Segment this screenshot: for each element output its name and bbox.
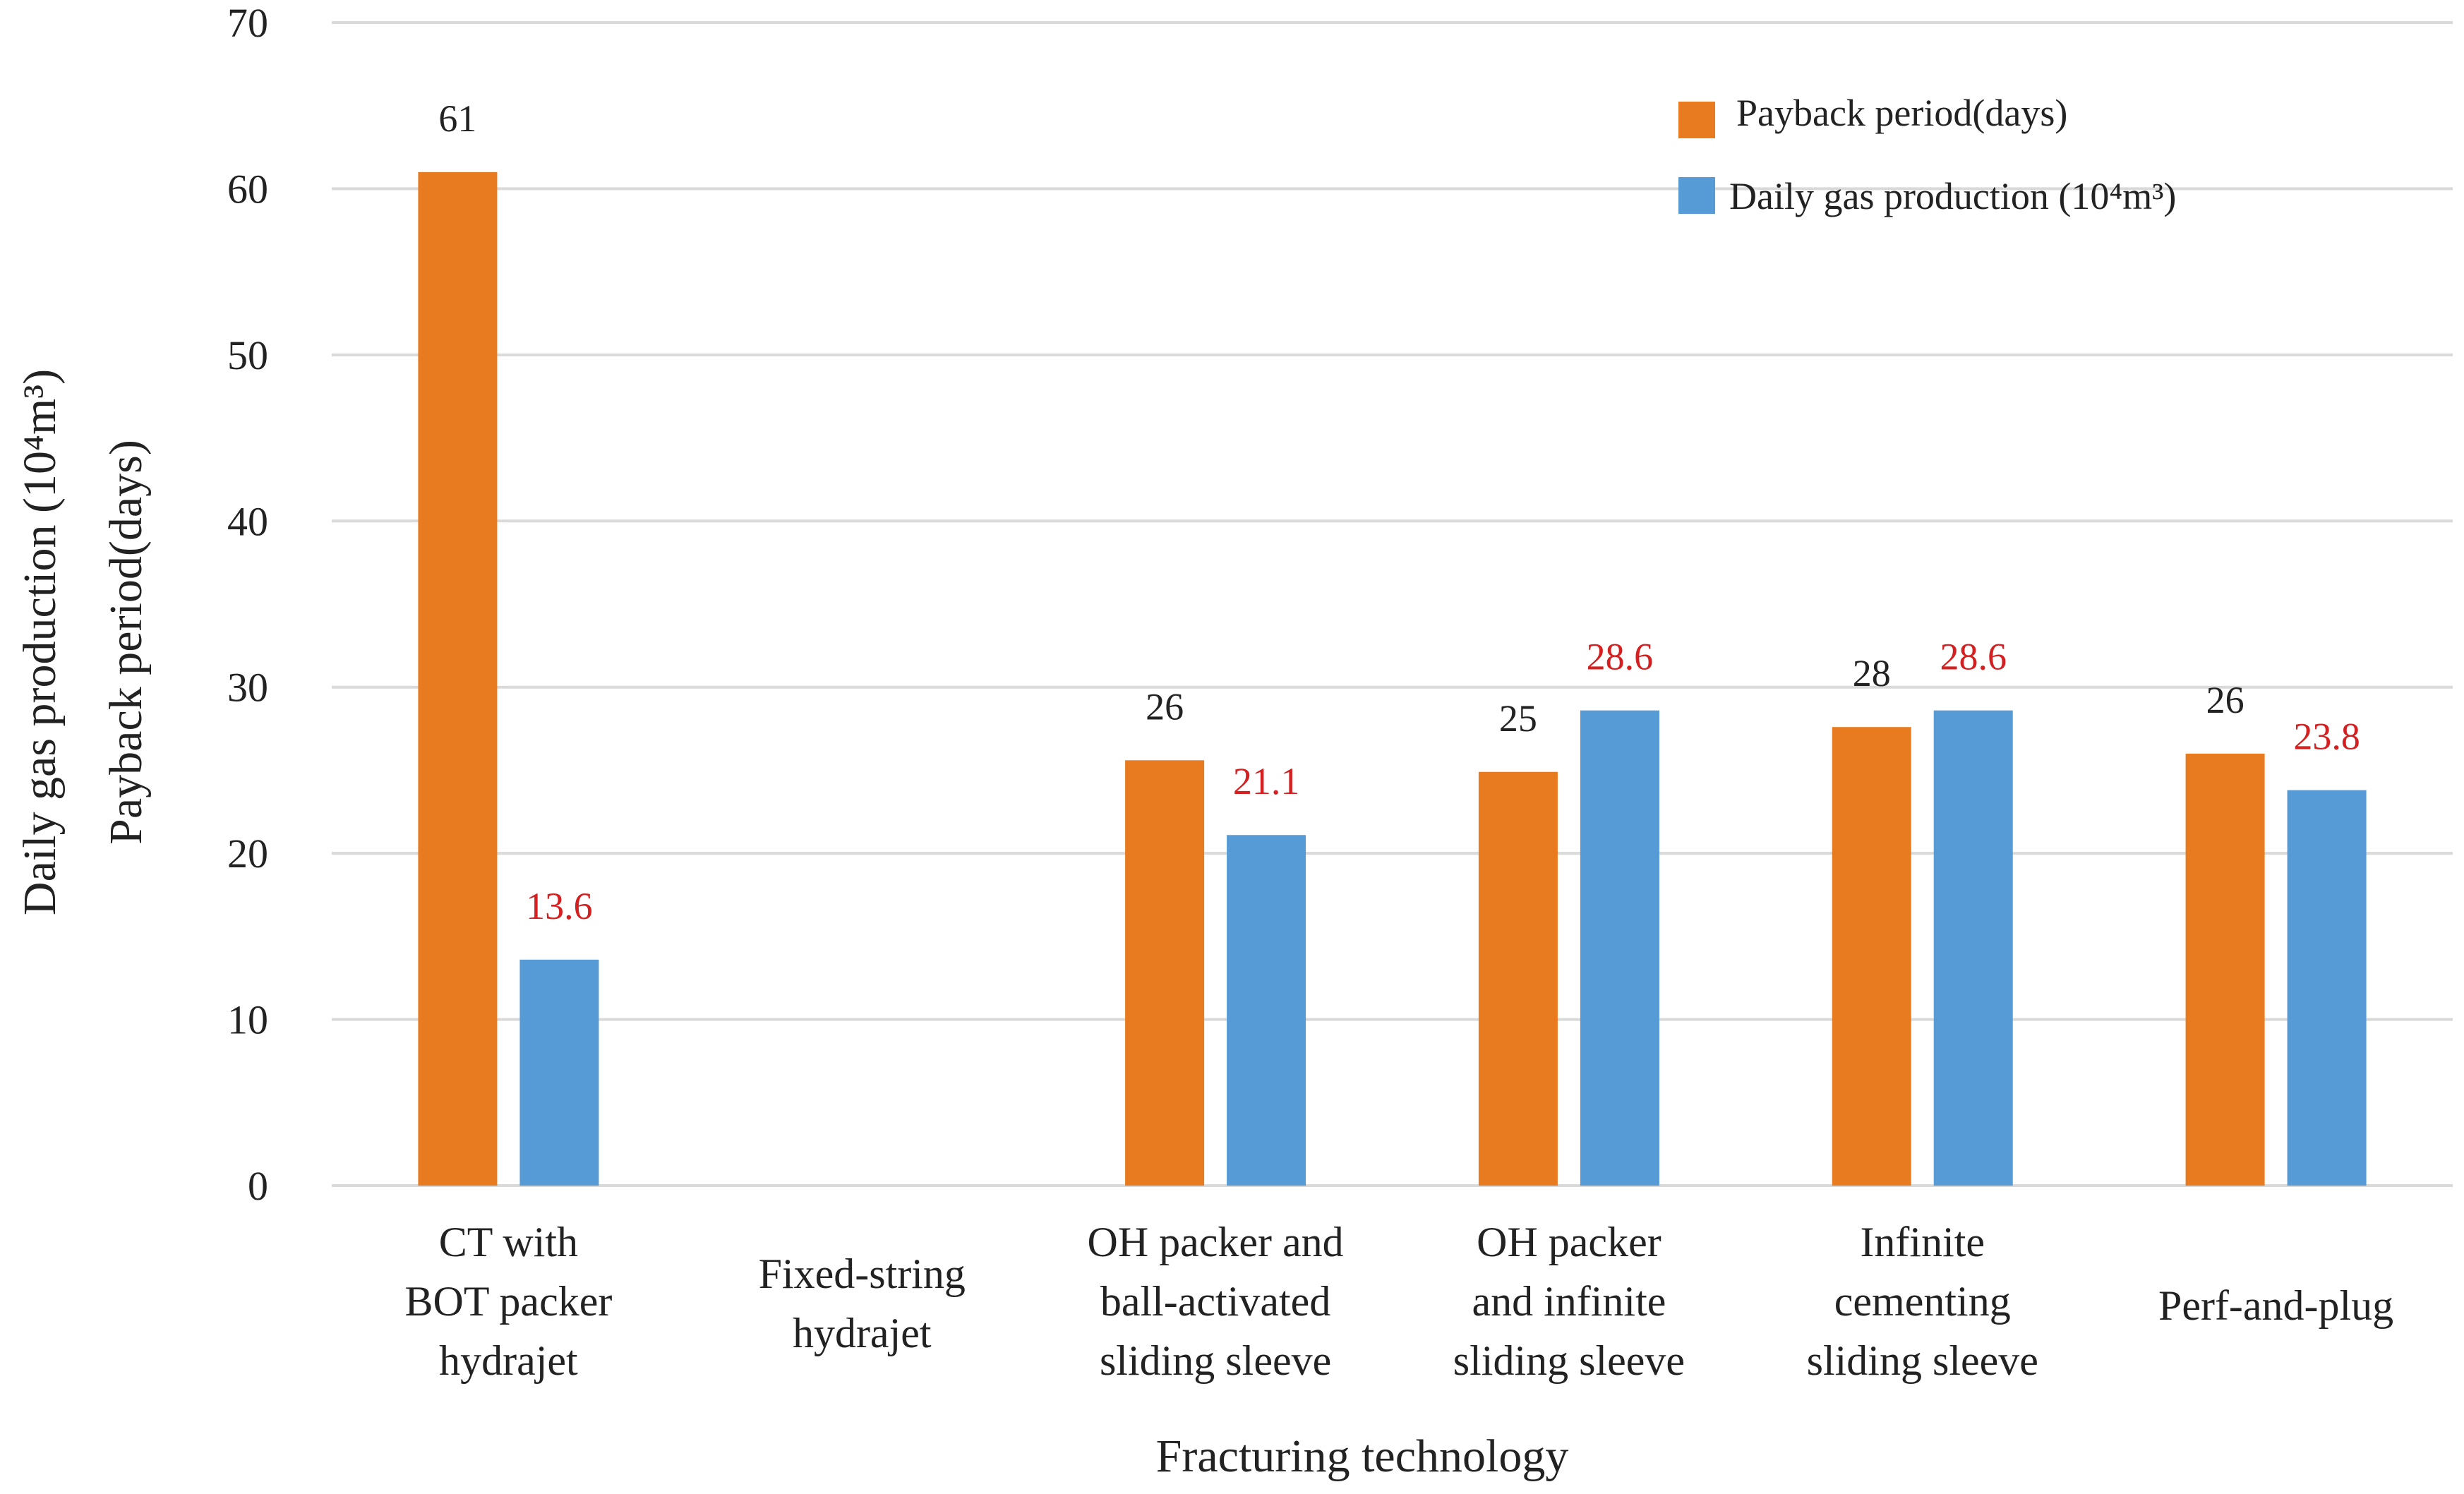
x-tick-label-0: CT with BOT packer hydrajet [405, 1219, 613, 1384]
x-tick-label-line: Fixed-string [759, 1251, 966, 1297]
bar-gas-0 [519, 959, 599, 1186]
data-label-payback-3: 25 [1499, 697, 1537, 740]
data-label-payback-5: 26 [2206, 679, 2244, 721]
y-tick-label-70: 70 [227, 0, 268, 46]
y-axis-title-inner: Payback period(days) [100, 440, 152, 845]
data-label-payback-2: 26 [1146, 685, 1184, 728]
data-label-gas-0: 13.6 [526, 885, 593, 927]
x-tick-label-line: sliding sleeve [1807, 1337, 2038, 1384]
bars [418, 171, 2367, 1186]
x-axis-categories: CT with BOT packer hydrajet Fixed-string hyd… [405, 1219, 2394, 1384]
bar-payback-0 [418, 171, 498, 1186]
x-tick-label-line: cementing [1834, 1278, 2011, 1325]
bar-payback-4 [1832, 727, 1911, 1186]
bar-payback-3 [1478, 771, 1558, 1186]
x-tick-label-line: OH packer and [1087, 1219, 1343, 1265]
data-label-payback-0: 61 [438, 97, 476, 140]
y-tick-label-20: 20 [227, 831, 268, 876]
x-axis-title: Fracturing technology [1156, 1430, 1569, 1482]
x-tick-label-line: and infinite [1472, 1278, 1666, 1325]
y-tick-label-60: 60 [227, 166, 268, 212]
grid-layer [332, 21, 2453, 1187]
legend-label-payback: Payback period(days) [1736, 92, 2067, 134]
x-tick-label-line: CT with [439, 1219, 578, 1265]
data-label-payback-4: 28 [1853, 652, 1891, 694]
x-tick-label-line: ball-activated [1100, 1278, 1330, 1325]
legend-swatch-payback [1678, 102, 1715, 138]
data-labels: 61 13.6 26 21.1 25 28.6 28 28.6 26 23.8 [438, 97, 2360, 927]
x-tick-label-line: Infinite [1860, 1219, 1985, 1265]
bar-gas-3 [1580, 710, 1659, 1186]
bar-gas-2 [1227, 835, 1306, 1186]
x-tick-label-line: hydrajet [793, 1310, 932, 1356]
x-tick-label-line: hydrajet [439, 1337, 578, 1384]
x-tick-label-3: OH packer and infinite sliding sleeve [1453, 1219, 1685, 1384]
data-label-gas-2: 21.1 [1233, 760, 1300, 802]
bar-gas-5 [2287, 790, 2367, 1186]
y-tick-label-10: 10 [227, 997, 268, 1043]
x-tick-label-1: Fixed-string hydrajet [759, 1251, 966, 1356]
legend-swatch-gas [1678, 177, 1715, 214]
x-tick-label-5: Perf-and-plug [2158, 1282, 2393, 1329]
bar-payback-5 [2185, 753, 2265, 1186]
y-tick-label-40: 40 [227, 498, 268, 544]
y-tick-label-30: 30 [227, 665, 268, 711]
data-label-gas-4: 28.6 [1940, 636, 2007, 678]
bar-gas-4 [1933, 710, 2013, 1186]
x-tick-label-line: OH packer [1477, 1219, 1661, 1265]
x-tick-label-2: OH packer and ball-activated sliding sleev… [1087, 1219, 1343, 1384]
x-tick-label-line: BOT packer [405, 1278, 613, 1325]
x-tick-label-line: Perf-and-plug [2158, 1282, 2393, 1329]
data-label-gas-3: 28.6 [1587, 636, 1654, 678]
x-tick-label-line: sliding sleeve [1100, 1337, 1331, 1384]
legend: Payback period(days) Daily gas productio… [1678, 92, 2176, 217]
y-axis-ticks: 0 10 20 30 40 50 60 70 [227, 0, 268, 1209]
bar-payback-2 [1125, 760, 1205, 1186]
y-tick-label-0: 0 [248, 1163, 268, 1209]
y-tick-label-50: 50 [227, 332, 268, 378]
x-tick-label-line: sliding sleeve [1453, 1337, 1685, 1384]
data-label-gas-5: 23.8 [2293, 716, 2360, 758]
legend-label-gas: Daily gas production (10⁴m³) [1729, 175, 2176, 217]
y-axis-title-outer: Daily gas production (10⁴m³) [14, 369, 66, 915]
x-tick-label-4: Infinite cementing sliding sleeve [1807, 1219, 2038, 1384]
